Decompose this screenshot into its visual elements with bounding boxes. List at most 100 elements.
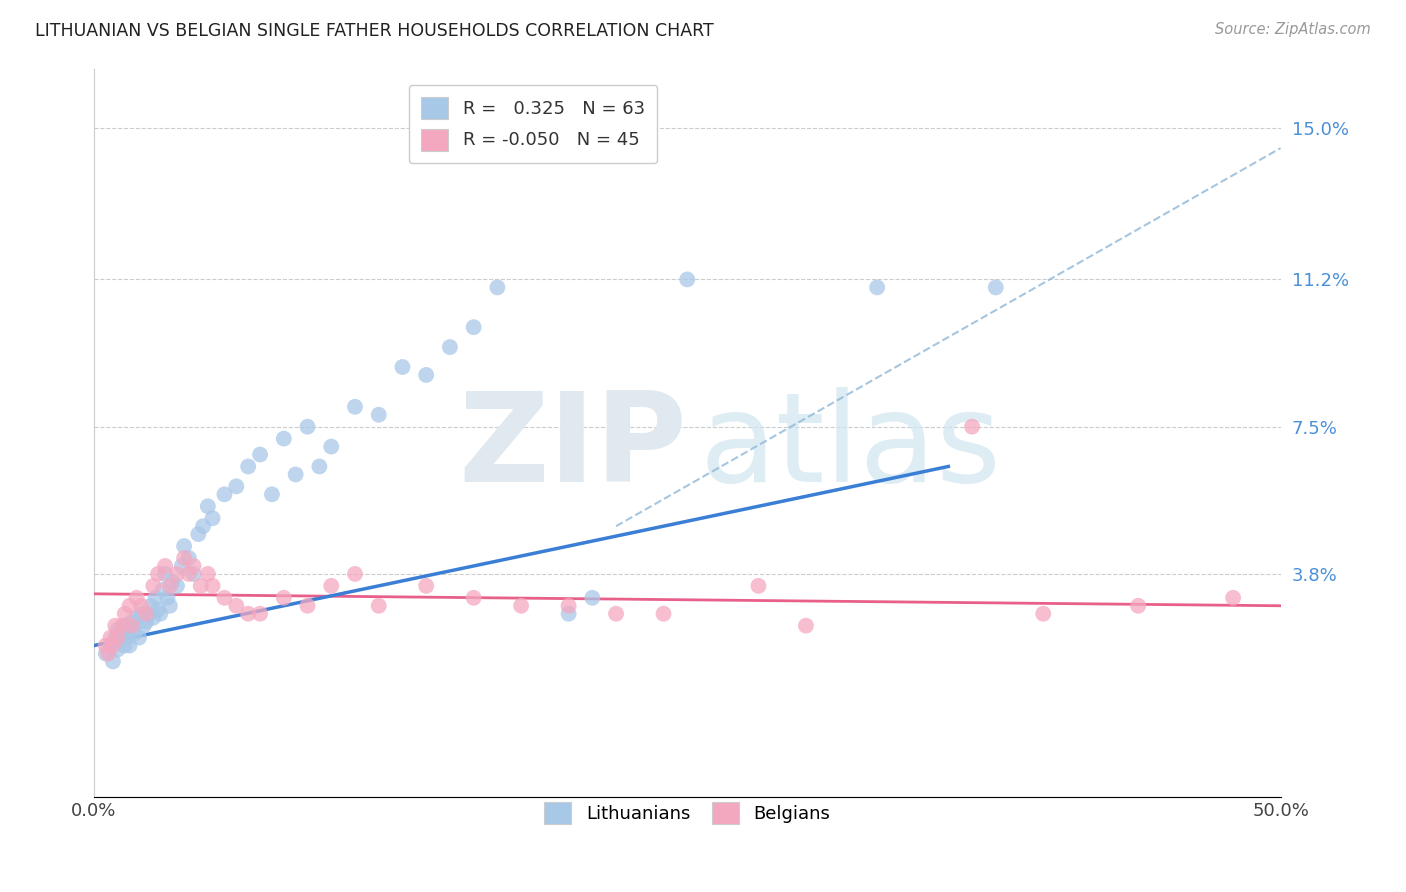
Point	[170, 558, 193, 573]
Point	[297, 599, 319, 613]
Point	[114, 639, 136, 653]
Point	[97, 647, 120, 661]
Point	[747, 579, 769, 593]
Point	[100, 631, 122, 645]
Point	[225, 599, 247, 613]
Point	[284, 467, 307, 482]
Point	[156, 591, 179, 605]
Point	[107, 642, 129, 657]
Point	[138, 607, 160, 621]
Point	[249, 607, 271, 621]
Point	[297, 419, 319, 434]
Point	[177, 551, 200, 566]
Point	[1032, 607, 1054, 621]
Point	[581, 591, 603, 605]
Point	[115, 631, 138, 645]
Point	[463, 591, 485, 605]
Point	[118, 623, 141, 637]
Point	[135, 607, 157, 621]
Point	[142, 610, 165, 624]
Point	[121, 615, 143, 629]
Point	[173, 551, 195, 566]
Point	[101, 655, 124, 669]
Point	[124, 626, 146, 640]
Point	[557, 607, 579, 621]
Point	[439, 340, 461, 354]
Point	[149, 607, 172, 621]
Point	[225, 479, 247, 493]
Point	[166, 579, 188, 593]
Point	[249, 448, 271, 462]
Point	[173, 539, 195, 553]
Point	[197, 500, 219, 514]
Text: LITHUANIAN VS BELGIAN SINGLE FATHER HOUSEHOLDS CORRELATION CHART: LITHUANIAN VS BELGIAN SINGLE FATHER HOUS…	[35, 22, 714, 40]
Point	[214, 591, 236, 605]
Point	[146, 603, 169, 617]
Point	[111, 618, 134, 632]
Point	[100, 639, 122, 653]
Point	[557, 599, 579, 613]
Point	[118, 639, 141, 653]
Point	[343, 400, 366, 414]
Point	[125, 591, 148, 605]
Point	[201, 511, 224, 525]
Point	[131, 607, 153, 621]
Point	[104, 618, 127, 632]
Legend: Lithuanians, Belgians: Lithuanians, Belgians	[533, 791, 841, 835]
Point	[145, 591, 167, 605]
Text: ZIP: ZIP	[458, 387, 688, 508]
Point	[108, 634, 131, 648]
Point	[107, 623, 129, 637]
Point	[159, 579, 181, 593]
Point	[162, 574, 184, 589]
Text: atlas: atlas	[699, 387, 1001, 508]
Point	[214, 487, 236, 501]
Point	[367, 599, 389, 613]
Point	[415, 368, 437, 382]
Point	[114, 607, 136, 621]
Point	[866, 280, 889, 294]
Point	[94, 647, 117, 661]
Point	[132, 618, 155, 632]
Point	[124, 618, 146, 632]
Point	[794, 618, 817, 632]
Point	[107, 631, 129, 645]
Point	[260, 487, 283, 501]
Point	[190, 579, 212, 593]
Point	[238, 459, 260, 474]
Point	[142, 579, 165, 593]
Point	[177, 566, 200, 581]
Point	[114, 618, 136, 632]
Point	[152, 582, 174, 597]
Point	[321, 579, 343, 593]
Point	[197, 566, 219, 581]
Point	[191, 519, 214, 533]
Point	[135, 615, 157, 629]
Point	[1128, 599, 1150, 613]
Point	[343, 566, 366, 581]
Point	[415, 579, 437, 593]
Point	[1222, 591, 1244, 605]
Point	[153, 566, 176, 581]
Point	[125, 610, 148, 624]
Point	[118, 599, 141, 613]
Point	[183, 558, 205, 573]
Point	[486, 280, 509, 294]
Point	[121, 618, 143, 632]
Point	[166, 566, 188, 581]
Point	[111, 626, 134, 640]
Point	[984, 280, 1007, 294]
Point	[652, 607, 675, 621]
Point	[128, 631, 150, 645]
Point	[153, 558, 176, 573]
Point	[238, 607, 260, 621]
Point	[960, 419, 983, 434]
Point	[463, 320, 485, 334]
Point	[273, 432, 295, 446]
Point	[131, 599, 153, 613]
Point	[321, 440, 343, 454]
Point	[391, 359, 413, 374]
Point	[605, 607, 627, 621]
Point	[273, 591, 295, 605]
Point	[187, 527, 209, 541]
